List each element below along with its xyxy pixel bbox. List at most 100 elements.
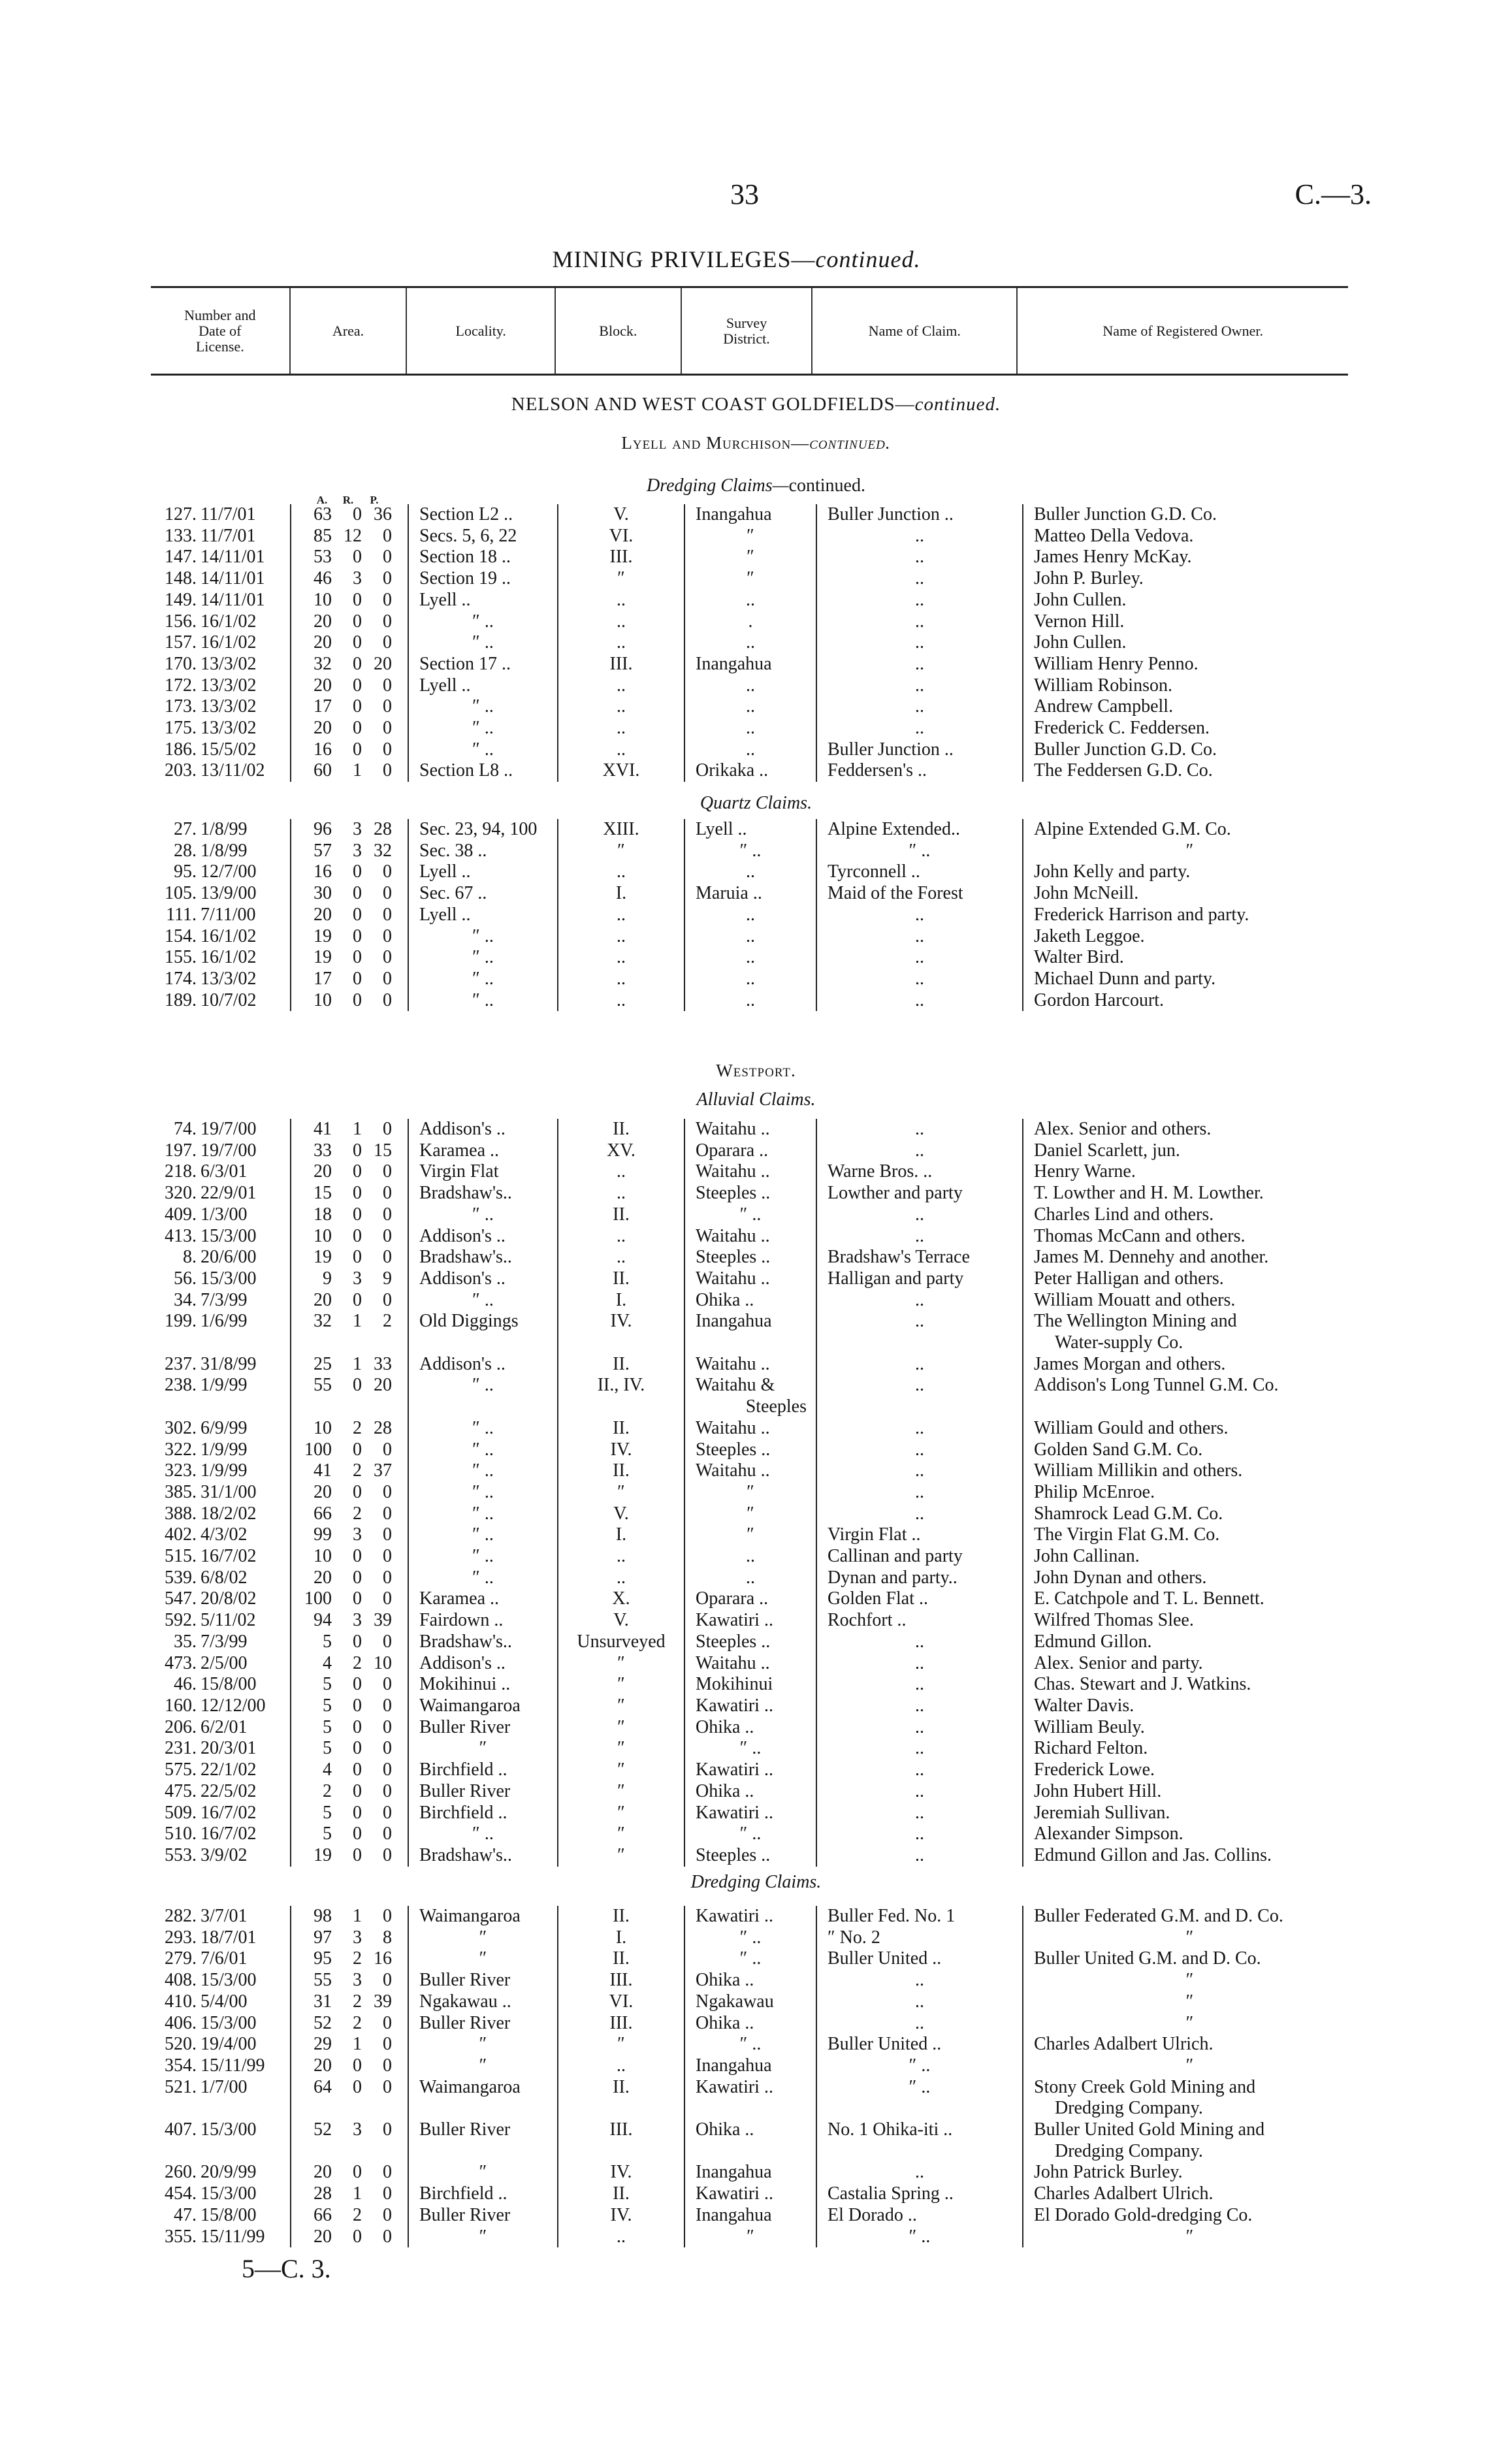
license-number: 203. (165, 760, 197, 781)
survey-district-cell: Waitahu .. (684, 1417, 816, 1440)
area-roods: 0 (353, 1204, 362, 1225)
area-cell: 4 0 0 (290, 1760, 408, 1781)
number-date-cell: 409. 1/3/00 (151, 1204, 291, 1226)
claim-name: .. (915, 653, 924, 674)
number-date-cell: 279. 7/6/01 (151, 1948, 291, 1970)
locality-cell: ″ .. (408, 925, 558, 948)
survey-district-cell: .. (684, 989, 816, 1012)
registered-owner: James M. Dennehy and another. (1034, 1247, 1269, 1268)
survey-district-cell: . (684, 611, 816, 633)
owner-cell: John P. Burley. (1022, 568, 1356, 590)
claim-name: .. (915, 1119, 924, 1139)
number-date-cell: 413. 15/3/00 (151, 1226, 291, 1247)
registered-owner: Buller United G.M. and D. Co. (1034, 1948, 1261, 1969)
claim-name-cell: .. (816, 1716, 1023, 1739)
survey-district-cell: Maruia .. (684, 883, 816, 905)
table-row: 282. 3/7/01 98 1 0 Waimangaroa II. Kawatiri .. B… (151, 1906, 1356, 1927)
area-roods: 1 (353, 2034, 362, 2055)
table-row: 320. 22/9/01 15 0 0 Bradshaw's.... Steeples ..… (151, 1183, 1356, 1204)
survey-district: . (748, 611, 753, 632)
license-date: 1/9/99 (201, 1439, 248, 1460)
number-date-cell: 520. 19/4/00 (151, 2034, 291, 2055)
survey-district-cell: Waitahu .. (684, 1225, 816, 1247)
license-date: 1/9/99 (201, 1375, 248, 1396)
area-acres: 25 (314, 1353, 332, 1374)
area-cell: 19 0 0 (290, 1247, 408, 1268)
area-perches: 0 (383, 2055, 392, 2076)
claim-name: .. (915, 1140, 924, 1161)
registered-owner: John Cullen. (1034, 632, 1127, 653)
table-row: 156. 16/1/02 20 0 0 ″ ....... Vernon Hill. (151, 611, 1356, 633)
block-cell: ″ (557, 1738, 684, 1760)
survey-district: Waitahu .. (696, 1417, 770, 1438)
license-number: 322. (165, 1439, 197, 1460)
table-row: 510. 16/7/02 5 0 0 ″ .. ″ ″ .... Alexander Simps… (151, 1824, 1356, 1845)
area-acres: 29 (314, 2034, 332, 2055)
registered-owner: Buller Junction G.D. Co. (1034, 739, 1217, 760)
registered-owner: William Gould and others. (1034, 1417, 1229, 1438)
area-acres: 5 (323, 1824, 332, 1844)
license-number: 409. (165, 1204, 197, 1225)
area-cell: 99 3 0 (290, 1524, 408, 1547)
claim-name: .. (915, 989, 924, 1010)
locality-cell: Addison's .. (408, 1353, 558, 1375)
number-date-cell: 170. 13/3/02 (151, 654, 291, 675)
region-heading: Westport. (0, 1061, 1512, 1081)
locality: Bradshaw's.. (419, 1183, 512, 1204)
number-date-cell: 385. 31/1/00 (151, 1482, 291, 1504)
owner-cell: Peter Halligan and others. (1022, 1268, 1356, 1290)
number-date-cell: 34. 7/3/99 (151, 1290, 291, 1311)
survey-district-cell: Inangahua (684, 2162, 816, 2184)
locality: Bradshaw's.. (419, 1247, 512, 1268)
area-acres: 20 (314, 718, 332, 739)
footer-code: 5—C. 3. (242, 2254, 331, 2283)
owner-cell: Edmund Gillon and Jas. Collins. (1022, 1844, 1356, 1867)
block-cell: ″ (557, 1716, 684, 1739)
license-number: 385. (165, 1481, 197, 1502)
claims-table: 127. 11/7/01 63 0 36 Section L2 .. V. Inangahua… (151, 504, 1356, 782)
table-row: 172. 13/3/02 20 0 0 Lyell ........ William Rob… (151, 675, 1356, 697)
survey-district-cell: Steeples .. (684, 1844, 816, 1867)
registered-owner: El Dorado Gold-dredging Co. (1034, 2204, 1253, 2225)
number-date-cell: 509. 16/7/02 (151, 1803, 291, 1824)
area-roods: 1 (353, 1311, 362, 1332)
license-number: 260. (165, 2162, 197, 2183)
claim-name-cell: .. (816, 2012, 1023, 2035)
survey-district-cell: Steeples .. (684, 1631, 816, 1653)
area-acres: 20 (314, 2226, 332, 2247)
area-acres: 94 (314, 1610, 332, 1631)
license-date: 6/3/01 (201, 1161, 248, 1182)
area-cell: 52 2 0 (290, 2012, 408, 2035)
registered-owner: John P. Burley. (1034, 568, 1144, 589)
area-roods: 0 (353, 718, 362, 739)
locality-cell: Virgin Flat (408, 1161, 558, 1183)
area-roods: 0 (353, 611, 362, 632)
owner-cell: James Morgan and others. (1022, 1353, 1356, 1375)
survey-district: Inangahua (696, 2055, 772, 2076)
owner-cell: Philip McEnroe. (1022, 1481, 1356, 1504)
locality: Section 19 .. (419, 568, 511, 589)
table-row: 203. 13/11/02 60 1 0 Section L8 .. XVI. Orikaka… (151, 760, 1356, 782)
locality-cell: ″ (408, 2162, 558, 2184)
survey-district: Steeples .. (696, 1844, 771, 1865)
claim-name: .. (915, 1824, 924, 1844)
area-perches: 0 (383, 1970, 392, 1991)
block: II. (613, 1119, 630, 1139)
block-cell: ″ (557, 1824, 684, 1845)
area-roods: 2 (353, 2012, 362, 2033)
area-perches: 28 (374, 1417, 392, 1438)
survey-district-cell: Kawatiri .. (684, 1610, 816, 1632)
number-date-cell: 454. 15/3/00 (151, 2183, 291, 2205)
license-number: 46. (174, 1674, 197, 1695)
license-number: 510. (165, 1824, 197, 1844)
block: II. (613, 2183, 630, 2204)
area-acres: 60 (314, 760, 332, 781)
goldfield-suffix: continued. (914, 394, 1001, 415)
claim-name-cell: .. (816, 1802, 1023, 1824)
survey-district: Steeples .. (696, 1247, 771, 1268)
locality-cell: ″ (408, 1927, 558, 1949)
area-units: A. R. P. (314, 494, 398, 507)
locality-cell: ″ (408, 1738, 558, 1760)
area-cell: 31 2 39 (290, 1991, 408, 2013)
locality-cell: ″ .. (408, 968, 558, 990)
